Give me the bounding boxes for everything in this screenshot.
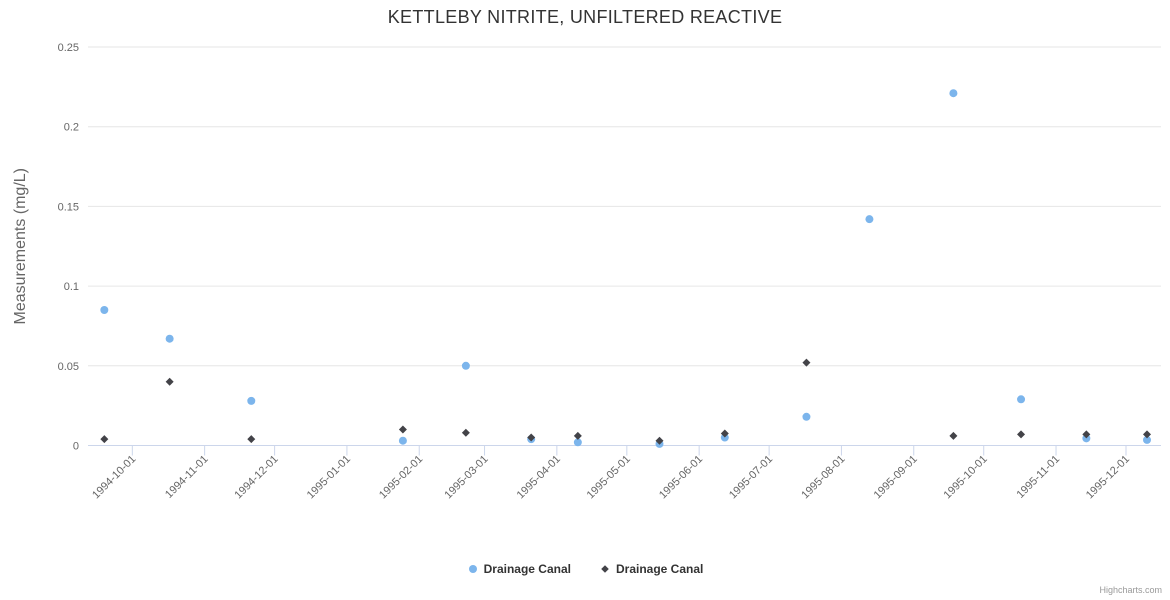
y-axis-tick-label: 0.05	[58, 361, 79, 373]
x-axis-tick-label: 1994-11-01	[163, 453, 211, 501]
data-point-series-2[interactable]	[247, 435, 256, 444]
x-axis-tick-label: 1995-02-01	[377, 453, 425, 501]
data-point-series-2[interactable]	[100, 435, 109, 444]
highcharts-credits-link[interactable]: Highcharts.com	[1099, 585, 1162, 595]
x-axis-tick-label: 1995-11-01	[1014, 453, 1062, 501]
data-point-series-1[interactable]	[247, 396, 256, 405]
x-axis-tick-label: 1995-07-01	[727, 453, 775, 501]
legend-item-label: Drainage Canal	[616, 562, 704, 576]
data-point-series-2[interactable]	[720, 429, 729, 438]
data-point-series-2[interactable]	[398, 425, 407, 434]
data-point-series-1[interactable]	[1143, 435, 1152, 444]
data-point-series-1[interactable]	[802, 412, 811, 421]
y-axis-tick-label: 0.2	[64, 122, 79, 134]
x-axis-tick-label: 1995-09-01	[872, 453, 920, 501]
data-point-series-2[interactable]	[461, 428, 470, 437]
x-axis-tick-label: 1994-10-01	[90, 453, 138, 501]
x-axis-tick-label: 1995-04-01	[515, 453, 563, 501]
legend-item-label: Drainage Canal	[483, 562, 571, 576]
data-point-series-1[interactable]	[949, 89, 958, 98]
data-point-series-1[interactable]	[398, 436, 407, 445]
y-axis-tick-label: 0.1	[64, 281, 79, 293]
data-point-series-1[interactable]	[165, 334, 174, 343]
data-point-series-1[interactable]	[100, 306, 109, 315]
x-axis-tick-label: 1995-08-01	[799, 453, 847, 501]
data-point-series-2[interactable]	[802, 358, 811, 367]
legend-item-drainage-canal-dark[interactable]: Drainage Canal	[599, 562, 703, 576]
circle-marker-icon	[468, 565, 477, 573]
y-axis-tick-label: 0	[73, 441, 79, 453]
data-point-series-1[interactable]	[1017, 395, 1026, 404]
y-axis-tick-label: 0.25	[58, 42, 79, 54]
x-axis-tick-label: 1994-12-01	[232, 453, 280, 501]
data-point-series-2[interactable]	[527, 433, 536, 442]
diamond-marker-icon	[601, 565, 609, 573]
data-point-series-1[interactable]	[865, 215, 874, 224]
x-axis-tick-label: 1995-01-01	[305, 453, 353, 501]
data-point-series-2[interactable]	[573, 431, 582, 440]
data-point-series-2[interactable]	[1143, 430, 1152, 439]
data-point-series-2[interactable]	[949, 431, 958, 440]
x-axis-tick-label: 1995-10-01	[942, 453, 990, 501]
data-point-series-2[interactable]	[655, 436, 664, 445]
data-point-series-1[interactable]	[573, 438, 582, 447]
x-axis-tick-label: 1995-06-01	[657, 453, 705, 501]
y-axis-title: Measurements (mg/L)	[12, 168, 29, 325]
data-point-series-2[interactable]	[165, 377, 174, 386]
x-axis-tick-label: 1995-12-01	[1084, 453, 1132, 501]
data-point-series-2[interactable]	[1017, 430, 1026, 439]
y-axis-tick-label: 0.15	[58, 201, 79, 213]
data-point-series-2[interactable]	[1082, 430, 1091, 439]
x-axis-tick-label: 1995-03-01	[442, 453, 490, 501]
legend: Drainage Canal Drainage Canal	[0, 562, 1170, 576]
chart-title: KETTLEBY NITRITE, UNFILTERED REACTIVE	[387, 7, 783, 27]
data-point-series-1[interactable]	[461, 361, 470, 370]
legend-item-drainage-canal-blue[interactable]: Drainage Canal	[467, 562, 571, 576]
x-axis-tick-label: 1995-05-01	[585, 453, 633, 501]
